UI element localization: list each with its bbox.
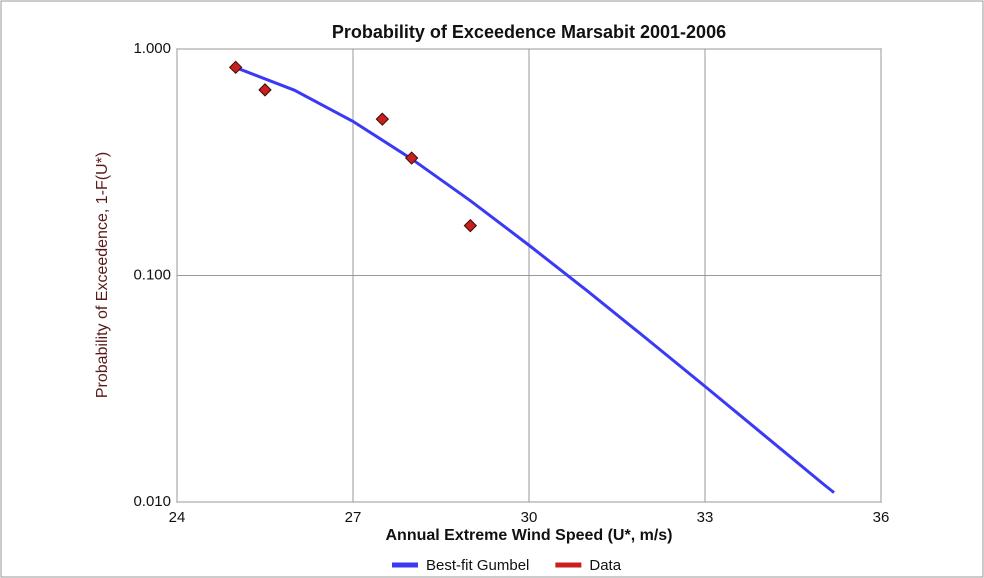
- fit-line: [235, 66, 836, 494]
- x-tick-label: 24: [169, 509, 186, 526]
- data-point: [463, 218, 478, 233]
- legend-label: Best-fit Gumbel: [426, 557, 529, 574]
- x-tick-label: 36: [873, 509, 890, 526]
- y-axis-label: Probability of Exceedence, 1-F(U*): [94, 152, 111, 398]
- chart-title: Probability of Exceedence Marsabit 2001-…: [332, 22, 726, 42]
- x-tick-label: 27: [345, 509, 362, 526]
- data-point: [228, 60, 243, 75]
- legend-label: Data: [589, 557, 621, 574]
- data-point: [404, 151, 419, 165]
- y-tick-label: 0.100: [133, 266, 171, 283]
- x-tick-label: 33: [697, 509, 714, 526]
- data-point: [258, 83, 272, 97]
- y-tick-label: 1.000: [133, 40, 171, 57]
- y-tick-label: 0.010: [133, 493, 171, 510]
- x-tick-label: 30: [521, 509, 538, 526]
- data-point: [375, 112, 390, 126]
- x-axis-label: Annual Extreme Wind Speed (U*, m/s): [385, 527, 672, 544]
